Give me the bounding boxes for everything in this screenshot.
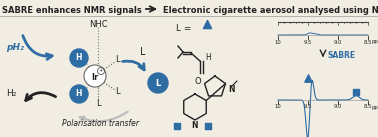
Text: L: L	[115, 55, 119, 65]
Text: L: L	[96, 99, 100, 108]
Text: ppm: ppm	[371, 105, 378, 109]
Text: 9.5: 9.5	[304, 39, 312, 45]
Text: O: O	[195, 77, 201, 86]
Text: 9.0: 9.0	[334, 39, 342, 45]
Text: L: L	[115, 88, 119, 96]
Text: Electronic cigarette aerosol analysed using NMR: Electronic cigarette aerosol analysed us…	[163, 6, 378, 15]
Point	[305, 77, 311, 79]
Text: NHC: NHC	[89, 20, 107, 29]
Text: Ir: Ir	[91, 72, 99, 82]
Text: 9.5: 9.5	[304, 105, 312, 109]
Point	[353, 91, 359, 93]
Circle shape	[70, 85, 88, 103]
Circle shape	[84, 65, 106, 87]
Point	[204, 23, 210, 25]
Point	[205, 125, 211, 127]
Circle shape	[70, 49, 88, 67]
Text: 8.5: 8.5	[364, 105, 372, 109]
Text: N: N	[192, 122, 198, 131]
Text: +: +	[99, 68, 103, 73]
Text: H: H	[76, 54, 82, 62]
Text: H: H	[205, 52, 211, 62]
Text: N: N	[228, 85, 234, 93]
Text: 9.0: 9.0	[334, 105, 342, 109]
Text: SABRE: SABRE	[327, 52, 355, 61]
Text: 10: 10	[275, 105, 281, 109]
Text: L: L	[140, 47, 146, 57]
FancyArrowPatch shape	[23, 36, 52, 59]
FancyArrowPatch shape	[80, 112, 128, 121]
Text: H: H	[76, 89, 82, 99]
FancyArrowPatch shape	[26, 93, 56, 100]
Point	[174, 125, 180, 127]
Text: H₂: H₂	[6, 89, 16, 98]
Text: ppm: ppm	[371, 39, 378, 45]
Text: L: L	[155, 79, 161, 88]
Text: pH₂: pH₂	[6, 44, 24, 52]
Circle shape	[148, 73, 168, 93]
Text: 10: 10	[275, 39, 281, 45]
Text: Polarisation transfer: Polarisation transfer	[62, 119, 138, 128]
Text: SABRE enhances NMR signals: SABRE enhances NMR signals	[2, 6, 142, 15]
Text: 8.5: 8.5	[364, 39, 372, 45]
FancyArrowPatch shape	[123, 61, 144, 70]
Text: L =: L =	[176, 24, 191, 33]
